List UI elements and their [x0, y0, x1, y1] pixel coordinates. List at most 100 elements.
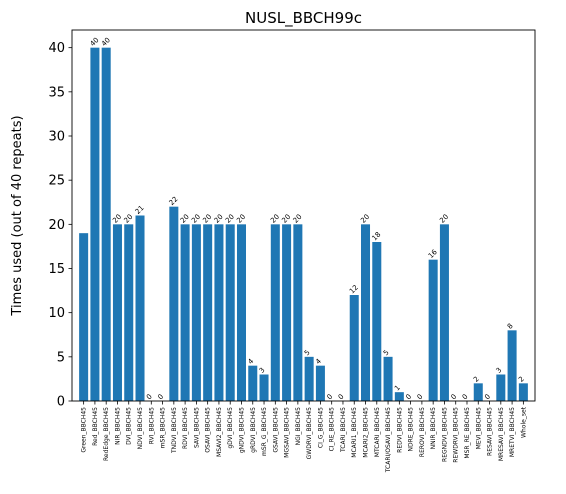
bar-31	[428, 259, 438, 401]
bar-38	[507, 330, 517, 401]
x-tick-label-13: gDVI_BBCH45	[227, 407, 234, 449]
x-tick-label-28: REDVI_BBCH45	[396, 407, 403, 453]
bar-32	[439, 224, 449, 401]
data-label-25: 20	[359, 213, 371, 225]
bar-28	[394, 392, 404, 401]
bar-8	[169, 206, 179, 401]
x-tick-label-2: RedEdge_BBCH45	[103, 407, 110, 461]
bar-10	[191, 224, 201, 401]
x-tick-label-19: NGI_BBCH45	[295, 407, 302, 446]
x-tick-label-6: RVI_BBCH45	[148, 407, 155, 444]
x-tick-label-38: MRETVI_BBCH45	[509, 407, 516, 457]
x-tick-label-30: REROVI_BBCH45	[419, 407, 426, 457]
bar-16	[259, 374, 269, 401]
data-label-32: 20	[438, 213, 450, 225]
y-tick-label-4: 20	[48, 218, 65, 233]
x-tick-label-9: RDVI_BBCH45	[182, 407, 189, 449]
bar-37	[496, 374, 506, 401]
bar-27	[383, 356, 393, 401]
bar-39	[518, 383, 528, 401]
x-tick-label-34: MSR_RE_BBCH45	[464, 407, 471, 459]
data-label-13: 20	[224, 213, 236, 225]
bar-9	[180, 224, 190, 401]
x-tick-label-17: GSAVI_BBCH45	[272, 407, 279, 453]
data-label-20: 5	[303, 348, 312, 357]
bar-0	[79, 233, 89, 401]
data-label-16: 3	[258, 366, 267, 375]
data-label-36: 0	[483, 393, 492, 402]
plot-frame	[71, 29, 536, 402]
data-label-21: 4	[314, 357, 323, 366]
data-label-1: 40	[89, 36, 101, 48]
x-tick-label-4: DVI_BBCH45	[126, 407, 133, 445]
data-label-11: 20	[201, 213, 213, 225]
x-tick-label-23: TCARI_BBCH45	[340, 407, 347, 453]
x-tick-label-33: REWDRVI_BBCH45	[453, 407, 460, 463]
bar-4	[124, 224, 134, 401]
x-tick-label-35: MEVI_BBCH45	[475, 407, 482, 449]
y-tick-label-0: 0	[57, 395, 65, 410]
y-tick-label-1: 5	[57, 350, 65, 365]
bars-group	[79, 47, 528, 402]
data-label-34: 0	[461, 393, 470, 402]
data-label-6: 0	[145, 393, 154, 402]
x-tick-label-10: SAVI_BBCH45	[193, 407, 200, 448]
data-label-18: 20	[280, 213, 292, 225]
x-tick-label-25: MCARI2_BBCH45	[363, 407, 370, 458]
x-tick-label-20: GWDRVI_BBCH45	[306, 407, 313, 460]
bar-3	[112, 224, 122, 401]
data-label-37: 3	[495, 366, 504, 375]
bar-17	[270, 224, 280, 401]
data-label-14: 20	[235, 213, 247, 225]
data-label-8: 22	[168, 195, 180, 207]
x-tick-label-1: Red_BBCH45	[92, 407, 99, 446]
data-label-10: 20	[190, 213, 202, 225]
chart-title: NUSL_BBCH99c	[245, 9, 362, 28]
bar-26	[372, 242, 382, 401]
data-label-24: 12	[348, 283, 360, 295]
x-tick-label-12: MSAVI2_BBCH45	[216, 407, 223, 457]
data-label-5: 21	[134, 204, 146, 216]
x-tick-label-36: RESAVI_BBCH45	[487, 407, 494, 456]
x-tick-label-21: CI_G_BBCH45	[317, 407, 324, 448]
x-tick-label-39: Whole_set	[520, 406, 527, 438]
data-label-3: 20	[111, 213, 123, 225]
bar-19	[293, 224, 303, 401]
data-label-22: 0	[325, 393, 334, 402]
data-label-28: 1	[393, 384, 402, 393]
data-label-15: 4	[247, 357, 256, 366]
y-tick-label-6: 30	[48, 130, 65, 145]
bar-14	[236, 224, 246, 401]
x-tick-label-3: NIR_BBCH45	[114, 407, 121, 445]
y-axis: 0 5 10 15 20 25 30 35 40	[48, 41, 72, 410]
x-tick-label-18: MGSAVI_BBCH45	[284, 407, 291, 458]
bar-11	[203, 224, 213, 401]
data-label-27: 5	[382, 348, 391, 357]
data-label-9: 20	[179, 213, 191, 225]
x-tick-label-27: TCARI/OSAVI_BBCH45	[385, 407, 392, 473]
bar-20	[304, 356, 314, 401]
bar-25	[361, 224, 371, 401]
data-label-30: 0	[416, 393, 425, 402]
data-label-23: 0	[337, 393, 346, 402]
y-tick-label-7: 35	[48, 85, 65, 100]
x-tick-label-15: gRDVI_BBCH45	[250, 407, 257, 453]
y-tick-label-5: 25	[48, 174, 65, 189]
data-label-4: 20	[122, 213, 134, 225]
y-tick-label-2: 10	[48, 306, 65, 321]
data-label-39: 2	[517, 375, 526, 384]
data-label-29: 0	[404, 393, 413, 402]
data-label-35: 2	[472, 375, 481, 384]
data-label-38: 8	[506, 322, 515, 331]
bar-12	[214, 224, 224, 401]
x-tick-label-8: TNDVI_BBCH45	[171, 407, 178, 454]
x-tick-label-0: Green_BBCH45	[81, 407, 88, 453]
x-tick-label-5: NDVI_BBCH45	[137, 407, 144, 450]
x-tick-label-26: MTCARI_BBCH45	[374, 407, 381, 457]
bar-18	[282, 224, 292, 401]
x-tick-label-22: CI_RE_BBCH45	[329, 407, 336, 452]
x-tick-label-11: OSAVI_BBCH45	[205, 407, 212, 453]
data-label-33: 0	[449, 393, 458, 402]
